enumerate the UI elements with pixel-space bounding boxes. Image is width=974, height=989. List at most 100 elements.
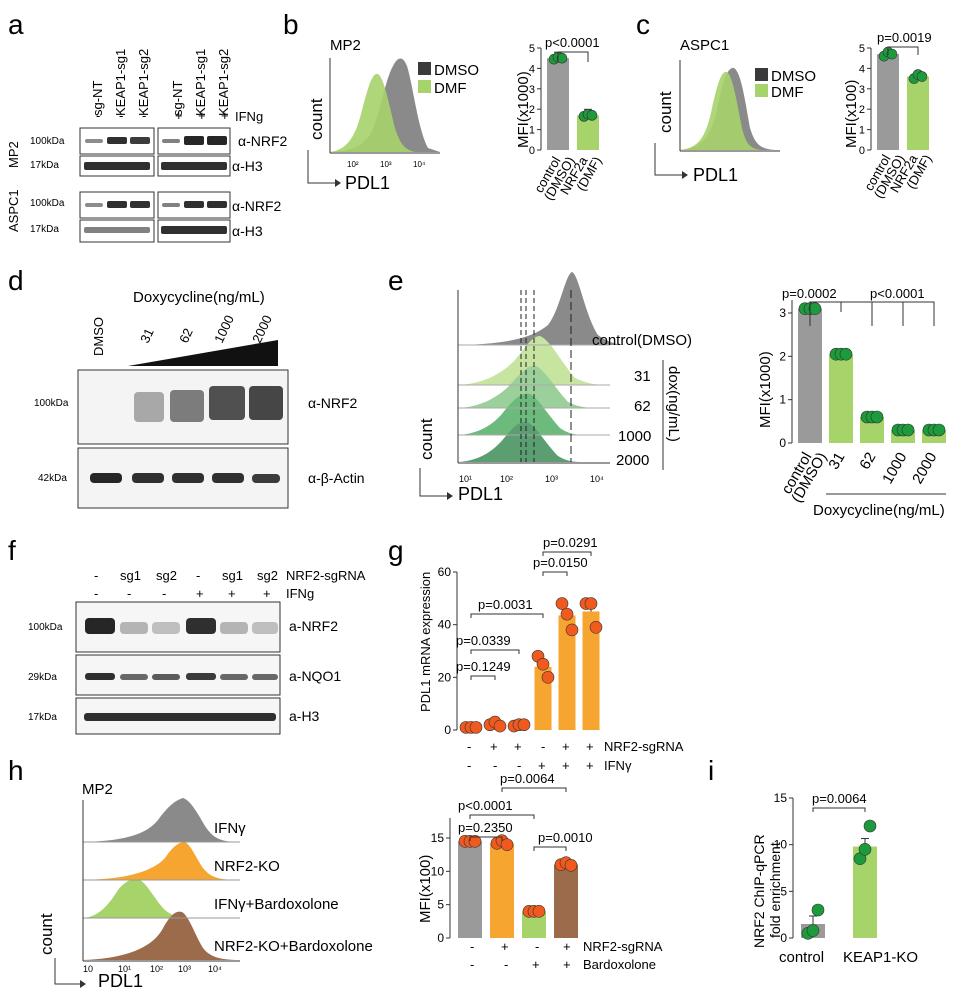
data-point [536, 657, 550, 671]
pvalue: p=0.0019 [877, 30, 932, 45]
hist-control [458, 272, 630, 345]
legend-label-dmso: DMSO [434, 62, 479, 79]
bard-mark-2: - [504, 957, 508, 972]
data-point [589, 620, 603, 634]
band [161, 162, 227, 170]
xtick-label: 10¹ [118, 964, 131, 974]
y-tick-label: 15 [431, 831, 445, 845]
hist-label-control: control(DMSO) [592, 332, 692, 349]
mw-label-2: 42kDa [38, 473, 67, 484]
y-tick-label: 0 [437, 931, 444, 945]
y-tick-label: 4 [529, 63, 535, 75]
axis-arrow [654, 143, 682, 176]
band [252, 622, 278, 634]
pvalue: p<0.0001 [458, 798, 513, 813]
ifng-mark-5: + [228, 586, 236, 601]
significance-bracket [470, 649, 520, 654]
hist-label-2000: 2000 [616, 452, 649, 469]
dox-label: dox(ng/mL) [665, 366, 682, 442]
panel-h-cell: MP2 [82, 781, 113, 798]
data-point [858, 843, 872, 856]
bar [547, 58, 569, 151]
band [85, 673, 115, 680]
antibody-label-4: α-H3 [232, 223, 263, 239]
band [130, 201, 150, 208]
dmso-label: DMSO [91, 317, 106, 356]
band [85, 203, 103, 207]
panel-h-condition-rows: - + - + NRF2-sgRNA - - + + Bardoxolone [470, 939, 663, 972]
dox-title: Doxycycline(ng/mL) [133, 289, 265, 306]
mw-label-1: 100kDa [30, 136, 65, 147]
panel-e-barchart: MFI(x1000) p=0.0002 p<0.0001 control (DM… [757, 286, 946, 519]
significance-bracket [469, 836, 503, 841]
y-tick-label: 5 [529, 43, 535, 55]
data-point [886, 48, 898, 60]
xtick-label: 10³ [545, 474, 558, 484]
sg-mark-1: - [467, 739, 471, 754]
hist-dose-1000 [458, 393, 590, 435]
sg-mark-2: + [490, 739, 498, 754]
antibody-label-1: α-NRF2 [308, 395, 358, 411]
pvalue: p=0.1249 [456, 659, 511, 674]
sg-mark-2: + [501, 939, 509, 954]
sg-mark-5: + [562, 739, 570, 754]
panel-a-blots [79, 127, 231, 243]
band [249, 386, 283, 420]
panel-i-barchart: 0 5 10 15 [774, 791, 877, 945]
panel-g-condition-rows: - + + - + + NRF2-sgRNA - - - + + + IFNγ [467, 739, 684, 773]
band [84, 227, 150, 233]
xtick-label: 10² [150, 964, 163, 974]
pvalue: p=0.0064 [500, 771, 555, 786]
panel-b-barchart: MFI(x1000) p<0.0001 control (DMSO) NRF2a… [515, 35, 605, 203]
mw-label-2: 29kDa [28, 672, 57, 683]
panel-g-barchart: 0 20 40 60 [438, 551, 603, 737]
panel-g-ylabel: PDL1 mRNA expression [418, 572, 433, 712]
ifng-mark-4: + [196, 586, 204, 601]
ifng-mark-3: - [142, 108, 146, 123]
pvalue: p=0.0339 [456, 633, 511, 648]
xgroup-label: Doxycycline(ng/mL) [813, 502, 945, 519]
antibody-label-1: a-NRF2 [289, 618, 338, 634]
ifn-mark-2: - [493, 758, 497, 773]
significance-bracket [470, 675, 496, 680]
bar [490, 843, 514, 938]
y-tick-label: 1 [859, 125, 865, 137]
hist-ifng [83, 798, 240, 842]
axis-arrow-head [80, 980, 86, 988]
hist-dose-31 [458, 336, 610, 385]
dose-label-1: 31 [137, 326, 157, 345]
category-label: 62 [856, 450, 879, 473]
data-point [932, 423, 946, 437]
data-point [811, 903, 825, 917]
data-point [584, 597, 598, 610]
hist-label-31: 31 [634, 368, 651, 385]
data-point [532, 905, 546, 918]
mw-label-4: 17kDa [30, 224, 59, 235]
data-point [469, 721, 483, 734]
data-point [901, 423, 915, 437]
panel-letter-f: f [8, 535, 16, 566]
panel-d: d Doxycycline(ng/mL) DMSO 31 62 1000 200… [8, 265, 365, 509]
category-label: 31 [825, 450, 848, 473]
bar [798, 308, 822, 443]
lane-label-2: KEAP1-sg1 [113, 49, 128, 116]
significance-bracket [809, 301, 935, 326]
panel-d-bands [90, 386, 283, 483]
band [161, 226, 227, 234]
panel-f: f - sg1 sg2 - sg1 sg2 NRF2-sgRNA - - - +… [8, 535, 366, 735]
y-tick-label: 40 [438, 618, 452, 632]
xtick-label: 10⁴ [208, 964, 222, 974]
cell-label-mp2: MP2 [6, 141, 21, 168]
panel-b-ylabel: count [307, 98, 326, 140]
legend-label-dmso: DMSO [771, 68, 816, 85]
band [186, 673, 216, 680]
bar [458, 841, 482, 938]
pvalue: p=0.2350 [458, 820, 513, 835]
hist-dmf [330, 73, 415, 152]
panel-f-sg-row: - sg1 sg2 - sg1 sg2 NRF2-sgRNA [94, 568, 366, 583]
hist-label-ifng: IFNγ [214, 820, 246, 837]
legend-swatch-dmso [755, 68, 768, 81]
panel-e-xlabel: PDL1 [458, 484, 503, 504]
panel-letter-d: d [8, 265, 24, 296]
ifn-mark-3: - [517, 758, 521, 773]
